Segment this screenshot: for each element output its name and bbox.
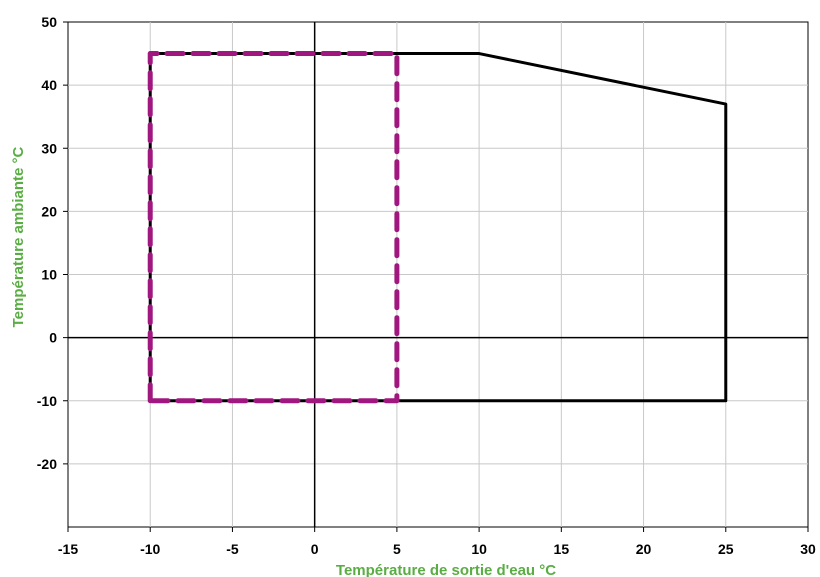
y-tick-label: 30 bbox=[41, 140, 57, 156]
x-tick-label: 30 bbox=[800, 541, 816, 557]
x-tick-label: 10 bbox=[471, 541, 487, 557]
y-tick-label: -10 bbox=[37, 393, 57, 409]
x-tick-label: 25 bbox=[718, 541, 734, 557]
y-tick-label: 40 bbox=[41, 77, 57, 93]
x-tick-label: 15 bbox=[554, 541, 570, 557]
y-tick-label: 50 bbox=[41, 14, 57, 30]
y-tick-label: 0 bbox=[49, 330, 57, 346]
x-tick-label: -15 bbox=[58, 541, 78, 557]
x-axis-label: Température de sortie d'eau °C bbox=[336, 562, 556, 577]
x-tick-label: -10 bbox=[140, 541, 160, 557]
x-tick-label: 20 bbox=[636, 541, 652, 557]
y-tick-label: -20 bbox=[37, 456, 57, 472]
y-axis-label: Température ambiante °C bbox=[10, 146, 27, 327]
y-tick-label: 10 bbox=[41, 267, 57, 283]
x-tick-label: -5 bbox=[226, 541, 239, 557]
y-tick-labels: -20 -10 0 10 20 30 40 50 bbox=[37, 14, 68, 472]
x-tick-label: 5 bbox=[393, 541, 401, 557]
y-tick-label: 20 bbox=[41, 203, 57, 219]
x-tick-labels: -15 -10 -5 0 5 10 15 20 25 30 bbox=[58, 527, 816, 557]
x-tick-label: 0 bbox=[311, 541, 319, 557]
series-group bbox=[147, 51, 728, 404]
series-line-2 bbox=[147, 51, 400, 404]
zero-lines bbox=[68, 22, 808, 527]
